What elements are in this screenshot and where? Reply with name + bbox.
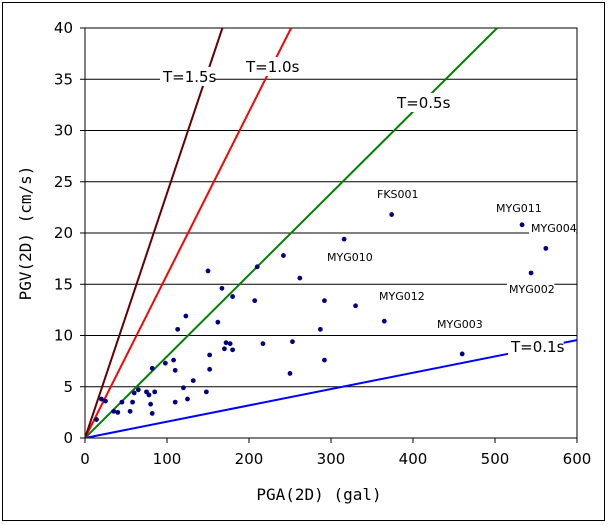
- data-point: [162, 360, 168, 366]
- data-point: [146, 392, 152, 398]
- x-tick-label: 200: [235, 450, 264, 468]
- period-line-t01s: [85, 339, 577, 438]
- data-point: [172, 367, 178, 373]
- station-label-bg: [375, 187, 423, 201]
- data-point: [297, 275, 303, 281]
- data-point: [519, 222, 525, 228]
- data-point: [260, 341, 266, 347]
- y-tick-label: 20: [54, 224, 73, 242]
- data-point: [222, 346, 227, 352]
- period-line-t10s: [85, 28, 292, 438]
- y-tick-label: 15: [54, 275, 73, 293]
- data-point: [183, 313, 189, 319]
- station-label: MYG003: [437, 318, 483, 331]
- x-axis-title: PGA(2D) (gal): [256, 485, 381, 504]
- data-point: [252, 298, 258, 304]
- x-tick-label: 600: [563, 450, 592, 468]
- data-point: [215, 319, 221, 325]
- data-point: [94, 417, 99, 422]
- period-label: T=0.5s: [396, 94, 451, 112]
- x-tick-label: 500: [481, 450, 510, 468]
- period-label-bg: [394, 93, 450, 112]
- chart-frame: 0 5 10 15 20 25 30 35 40 0 100 200 300 400 500 600 PGA(2…: [2, 2, 605, 521]
- data-point: [111, 408, 117, 414]
- data-point: [281, 253, 286, 258]
- data-point: [119, 399, 125, 405]
- data-point: [207, 366, 213, 372]
- data-point: [130, 399, 135, 405]
- data-point: [149, 365, 155, 371]
- y-tick-label: 40: [54, 19, 73, 37]
- data-point: [230, 347, 236, 353]
- data-point: [317, 326, 323, 332]
- data-point: [149, 411, 155, 416]
- data-point: [543, 245, 549, 251]
- x-tick-label: 300: [317, 450, 346, 468]
- y-axis-title: PGV(2D) (cm/s): [16, 166, 35, 301]
- station-label: MYG010: [327, 251, 373, 264]
- y-tick-label: 10: [54, 327, 73, 345]
- data-point: [103, 398, 108, 404]
- period-label-bg: [243, 57, 299, 76]
- data-point: [172, 399, 178, 405]
- data-point: [131, 390, 137, 396]
- data-point: [185, 396, 190, 402]
- period-label: T=1.0s: [245, 58, 300, 76]
- station-label-bg: [377, 289, 425, 303]
- station-label-bg: [529, 221, 577, 235]
- data-point: [290, 339, 295, 345]
- station-label-bg: [494, 201, 542, 215]
- data-point: [230, 294, 236, 299]
- data-point: [223, 340, 229, 346]
- y-tick-label: 35: [54, 70, 73, 88]
- station-label-bg: [435, 317, 483, 331]
- station-label: MYG002: [509, 283, 555, 296]
- y-tick-label: 30: [54, 122, 73, 140]
- data-point: [127, 408, 133, 414]
- y-tick-label: 25: [54, 173, 73, 191]
- period-label-bg: [160, 67, 216, 86]
- data-point: [115, 409, 121, 415]
- data-point: [219, 285, 225, 291]
- data-point: [99, 396, 104, 402]
- period-label-bg: [508, 337, 564, 356]
- period-label: T=0.1s: [510, 338, 565, 356]
- data-point: [175, 326, 181, 332]
- station-label: MYG012: [379, 290, 425, 303]
- station-label: FKS001: [377, 188, 419, 201]
- data-point: [287, 371, 293, 376]
- data-point: [389, 212, 395, 217]
- data-point: [353, 303, 358, 309]
- y-tick-label: 5: [63, 378, 73, 396]
- data-point: [227, 341, 233, 347]
- x-tick-label: 0: [80, 450, 90, 468]
- station-label-bg: [325, 250, 373, 264]
- period-label: T=1.5s: [162, 68, 217, 86]
- station-label-bg: [507, 282, 555, 296]
- data-point: [322, 298, 327, 304]
- data-point: [207, 352, 213, 358]
- data-point: [148, 401, 154, 407]
- data-point: [528, 270, 534, 276]
- data-point: [322, 357, 327, 363]
- data-point: [459, 351, 465, 357]
- y-tick-label: 0: [63, 429, 73, 447]
- data-point: [181, 385, 186, 391]
- x-tick-label: 100: [153, 450, 182, 468]
- data-point: [171, 357, 176, 363]
- data-point: [341, 236, 347, 242]
- data-point: [203, 389, 209, 395]
- data-point: [254, 264, 260, 270]
- data-point: [152, 389, 158, 395]
- period-line-t15s: [85, 28, 224, 438]
- data-point: [381, 318, 387, 324]
- station-label: MYG004: [531, 222, 577, 235]
- x-tick-label: 400: [399, 450, 428, 468]
- data-point: [190, 378, 196, 383]
- data-point: [205, 268, 211, 274]
- station-label: MYG011: [496, 202, 542, 215]
- data-point: [135, 387, 141, 393]
